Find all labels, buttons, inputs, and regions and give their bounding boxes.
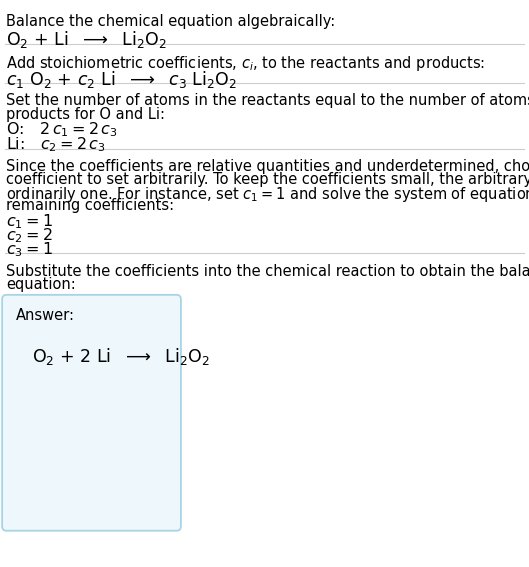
Text: $c_1$ O$_2$ + $c_2$ Li  $\longrightarrow$  $c_3$ Li$_2$O$_2$: $c_1$ O$_2$ + $c_2$ Li $\longrightarrow$… bbox=[6, 69, 238, 90]
Text: products for O and Li:: products for O and Li: bbox=[6, 107, 166, 121]
Text: coefficient to set arbitrarily. To keep the coefficients small, the arbitrary va: coefficient to set arbitrarily. To keep … bbox=[6, 172, 529, 187]
FancyBboxPatch shape bbox=[2, 295, 181, 531]
Text: ordinarily one. For instance, set $c_1 = 1$ and solve the system of equations fo: ordinarily one. For instance, set $c_1 =… bbox=[6, 185, 529, 204]
Text: O$_2$ + Li  $\longrightarrow$  Li$_2$O$_2$: O$_2$ + Li $\longrightarrow$ Li$_2$O$_2$ bbox=[6, 29, 168, 50]
Text: $c_3 = 1$: $c_3 = 1$ bbox=[6, 240, 53, 259]
Text: O:   $2\,c_1 = 2\,c_3$: O: $2\,c_1 = 2\,c_3$ bbox=[6, 121, 118, 139]
Text: Since the coefficients are relative quantities and underdetermined, choose a: Since the coefficients are relative quan… bbox=[6, 159, 529, 174]
Text: Substitute the coefficients into the chemical reaction to obtain the balanced: Substitute the coefficients into the che… bbox=[6, 264, 529, 279]
Text: Balance the chemical equation algebraically:: Balance the chemical equation algebraica… bbox=[6, 14, 335, 29]
Text: equation:: equation: bbox=[6, 277, 76, 292]
Text: $c_2 = 2$: $c_2 = 2$ bbox=[6, 226, 53, 245]
Text: Answer:: Answer: bbox=[16, 308, 75, 323]
Text: O$_2$ + 2 Li  $\longrightarrow$  Li$_2$O$_2$: O$_2$ + 2 Li $\longrightarrow$ Li$_2$O$_… bbox=[32, 346, 209, 367]
Text: Add stoichiometric coefficients, $c_i$, to the reactants and products:: Add stoichiometric coefficients, $c_i$, … bbox=[6, 54, 486, 74]
Text: Set the number of atoms in the reactants equal to the number of atoms in the: Set the number of atoms in the reactants… bbox=[6, 93, 529, 108]
Text: remaining coefficients:: remaining coefficients: bbox=[6, 198, 175, 213]
Text: $c_1 = 1$: $c_1 = 1$ bbox=[6, 212, 53, 231]
Text: Li:   $c_2 = 2\,c_3$: Li: $c_2 = 2\,c_3$ bbox=[6, 135, 106, 154]
